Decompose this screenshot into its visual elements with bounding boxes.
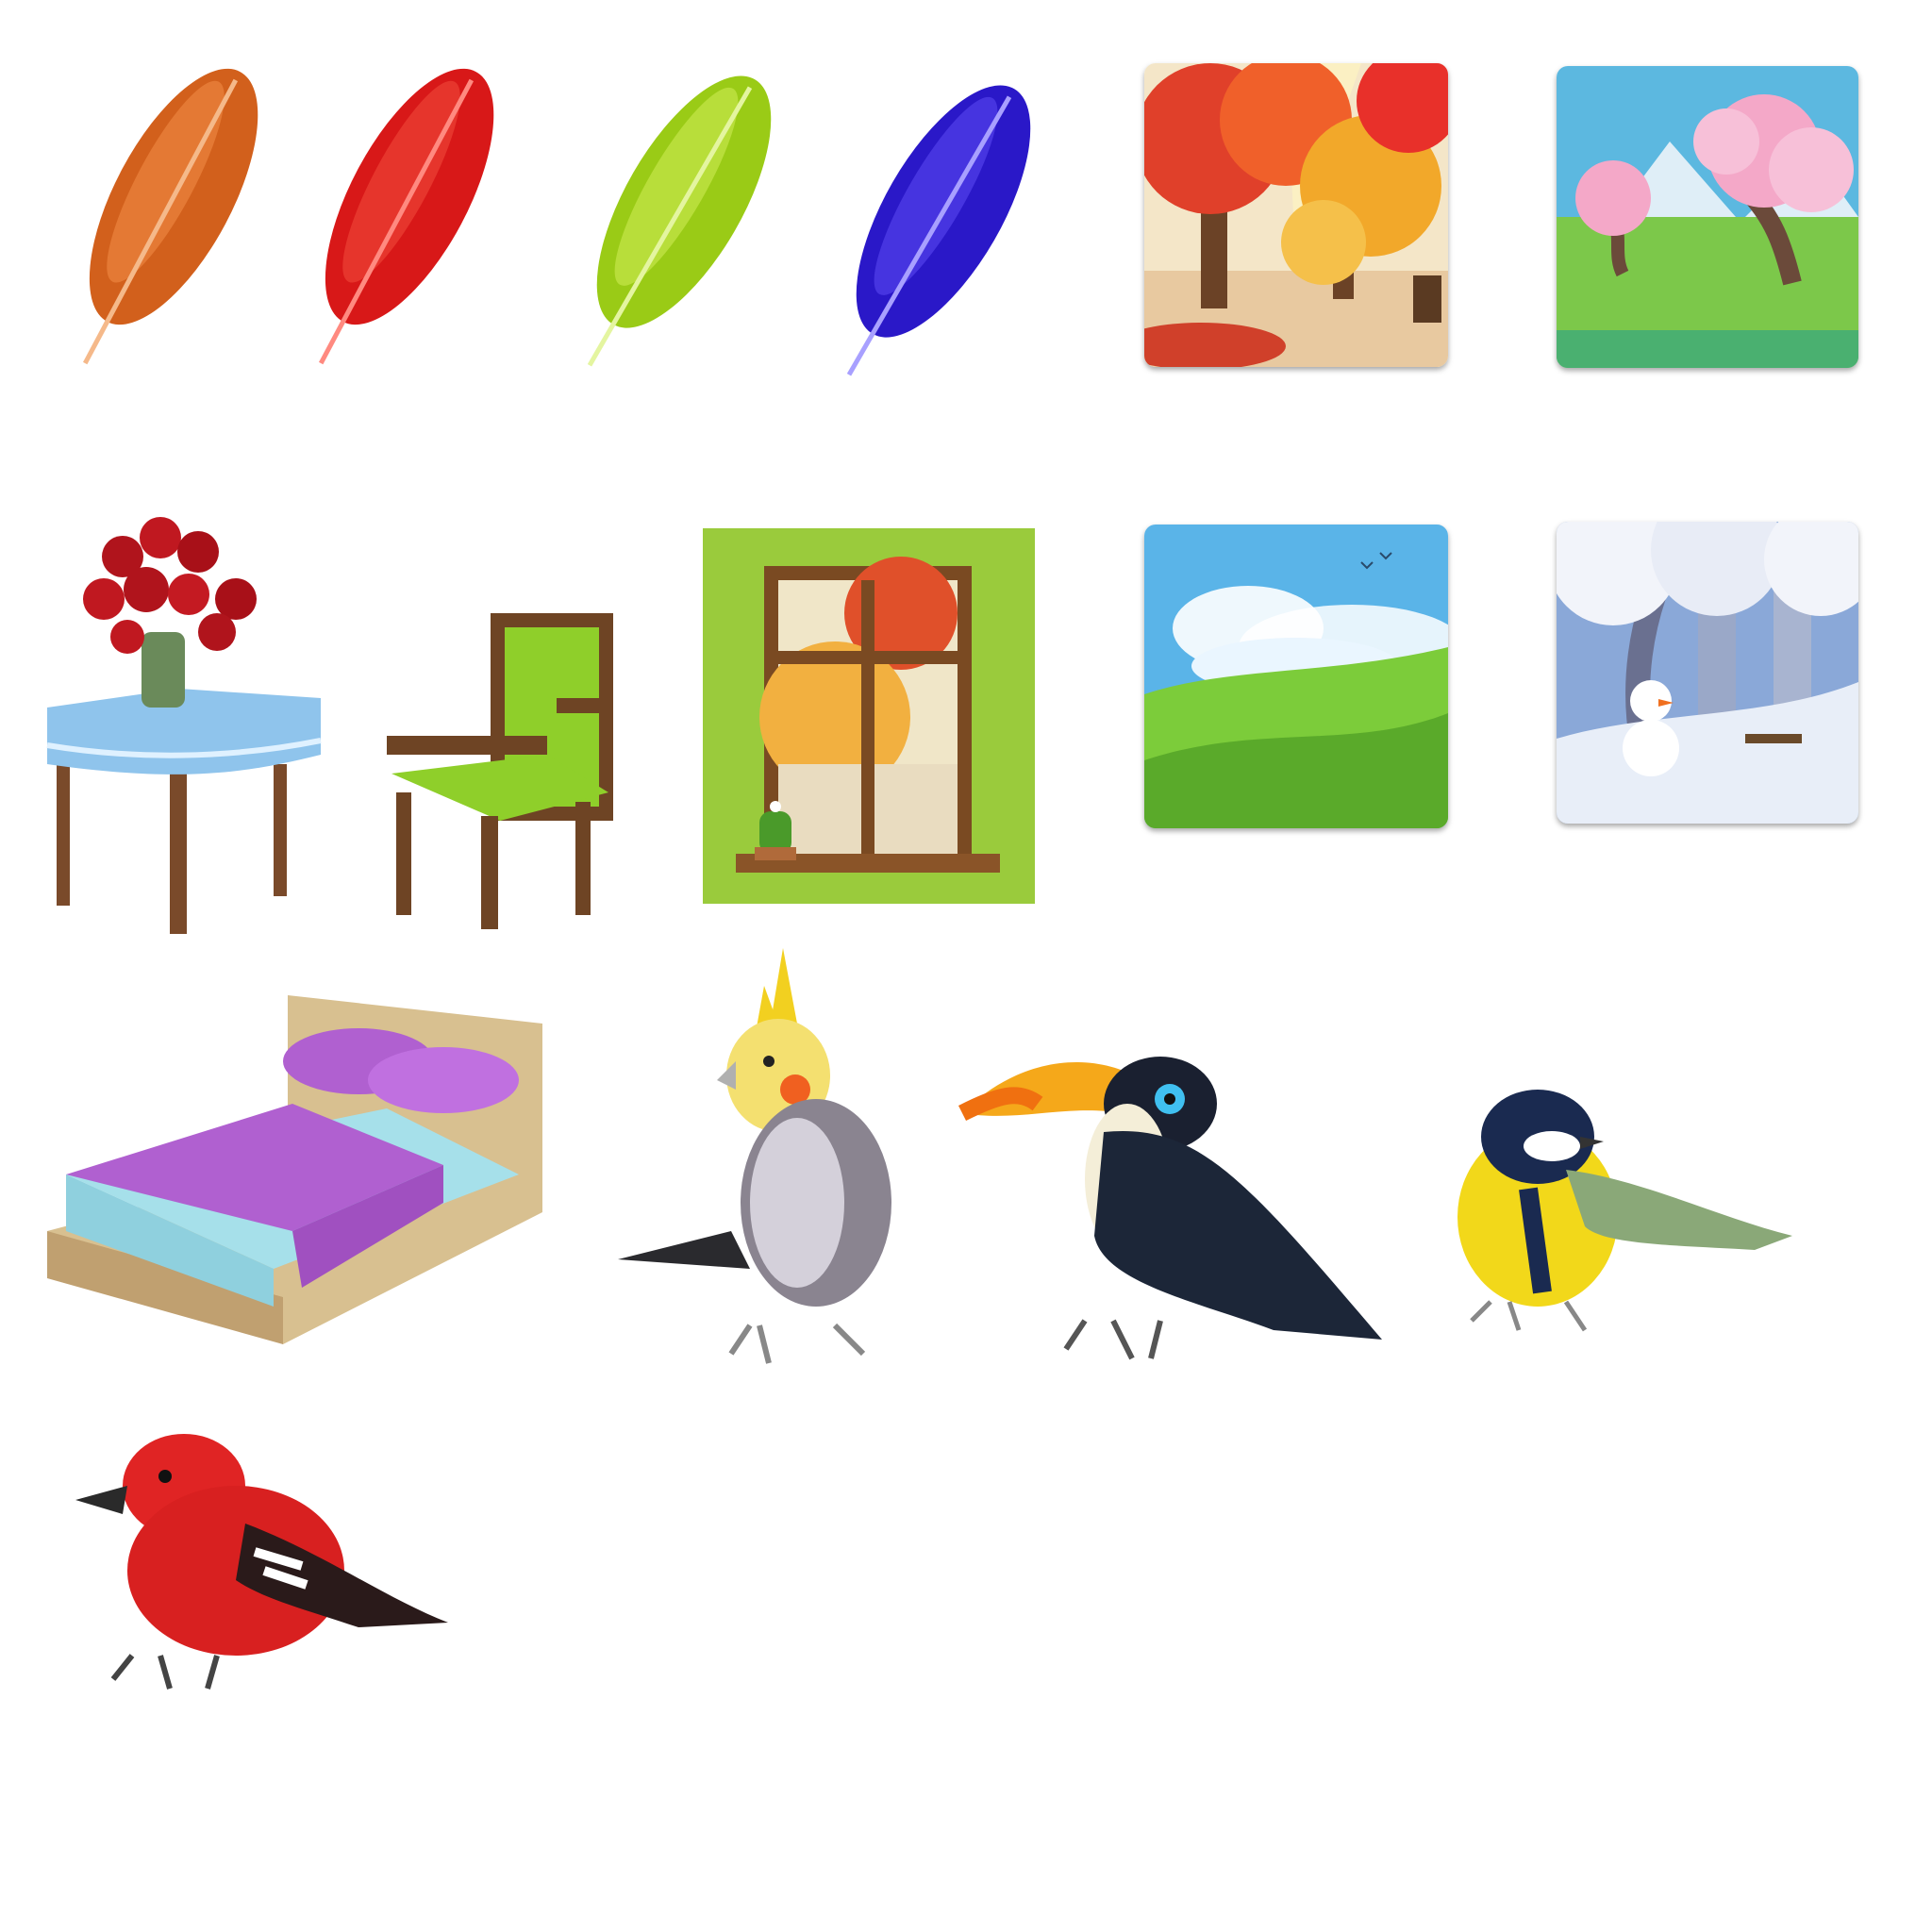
double-bed-icon[interactable] xyxy=(47,995,542,1344)
red-crossbill-icon[interactable] xyxy=(75,1420,448,1698)
spring-tile-icon[interactable] xyxy=(1557,66,1858,368)
winter-tile-icon[interactable] xyxy=(1557,522,1858,824)
autumn-tile-icon[interactable] xyxy=(1144,63,1448,367)
green-armchair-icon[interactable] xyxy=(387,613,618,934)
cockatiel-icon[interactable] xyxy=(618,948,929,1377)
toucan-icon[interactable] xyxy=(958,1047,1382,1368)
window-with-cactus-icon[interactable] xyxy=(703,528,1035,904)
orange-feather-icon[interactable] xyxy=(57,52,264,387)
green-feather-icon[interactable] xyxy=(566,57,774,391)
table-with-roses-icon[interactable] xyxy=(38,509,322,939)
blue-feather-icon[interactable] xyxy=(825,66,1033,401)
great-tit-icon[interactable] xyxy=(1453,1085,1792,1335)
red-feather-icon[interactable] xyxy=(292,52,500,387)
summer-tile-icon[interactable] xyxy=(1144,525,1448,828)
